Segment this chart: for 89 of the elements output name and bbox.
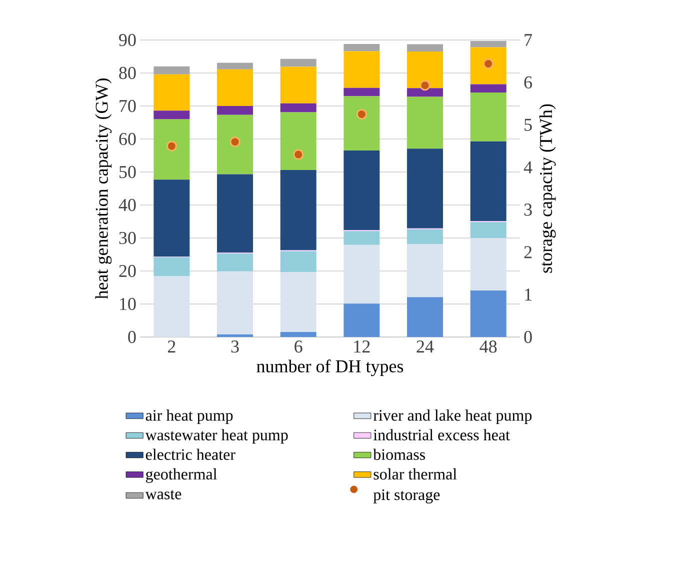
y-axis-title: heat generation capacity (GW) [95,78,112,300]
bar [154,257,190,276]
bar [217,334,254,337]
bar [470,222,506,238]
point [166,140,177,152]
y-tick-label: 30 [119,232,136,244]
bar [407,52,444,88]
bar [344,96,380,151]
bar [407,229,444,244]
bar [217,174,254,253]
bar [217,62,254,70]
x-tick-label: 6 [294,340,302,353]
bar [154,110,190,120]
y-tick-label: 0 [128,330,136,344]
y-tick-label: 70 [120,100,136,112]
point [356,109,367,120]
point [230,136,240,148]
bar [470,92,506,142]
bar [407,244,444,298]
legend-label: industrial excess heat [373,429,510,440]
bar [154,180,190,256]
y2-tick-label: 0 [524,330,532,344]
bar [217,69,254,106]
legend-label: river and lake heat pump [373,410,532,424]
x-tick-label: 2 [168,340,176,352]
y-tick-label: 40 [118,198,136,212]
y-tick-label: 90 [119,34,136,46]
bar [280,170,316,250]
bar [280,112,316,170]
y2-tick-label: 2 [524,246,532,258]
bar [344,231,380,245]
legend-label: wastewater heat pump [145,429,288,444]
x-tick-label: 12 [354,340,370,352]
bar [280,251,316,272]
legend-label: geothermal [146,468,217,483]
bar [280,66,316,104]
bar [344,304,380,337]
bar [470,84,506,92]
y2-tick-label: 4 [524,161,532,174]
bar [407,88,444,97]
y2-tick-label: 1 [525,288,532,301]
x-tick-label: 48 [480,340,497,353]
bar [407,96,444,149]
x-tick-label: 24 [416,340,434,352]
bar [280,332,316,337]
bar [280,103,316,112]
point [293,149,304,160]
bar [470,238,506,290]
y2-tick-label: 5 [524,118,532,131]
bar [407,44,444,52]
bar [344,51,380,88]
y-tick-label: 20 [119,264,136,278]
bar [470,141,506,222]
y-tick-label: 50 [120,166,136,178]
bar [470,40,506,48]
bar [344,88,380,96]
bar [217,254,254,272]
y2-tick-label: 3 [524,204,532,216]
legend-label: air heat pump [146,410,233,424]
bar [154,66,190,74]
bar [344,244,380,304]
bar [217,114,254,174]
bar [217,271,254,334]
x-tick-label: 3 [231,340,239,353]
bar [470,47,506,84]
legend-label: pit storage [373,489,440,504]
legend-label: waste [145,490,182,500]
bar [217,106,254,115]
bar [344,150,380,230]
bar [344,44,380,52]
y2-tick-label: 6 [524,76,532,88]
legend-label: solar thermal [374,468,457,480]
bar [154,276,190,337]
bar [280,272,316,332]
x-axis-title: number of DH types [256,360,404,376]
bar [280,58,316,67]
bar [470,290,506,337]
y2-tick-label: 7 [524,34,532,46]
y-tick-label: 10 [120,298,136,310]
legend-label: biomass [373,448,425,460]
bar [154,119,190,180]
bar [407,297,444,337]
y2-axis-title: storage capacity (TWh) [539,104,556,273]
y-tick-label: 60 [119,132,136,146]
point [420,80,430,91]
bar [154,74,190,111]
bar [407,148,444,228]
y-tick-label: 80 [119,66,136,80]
legend-label: electric heater [146,448,236,460]
